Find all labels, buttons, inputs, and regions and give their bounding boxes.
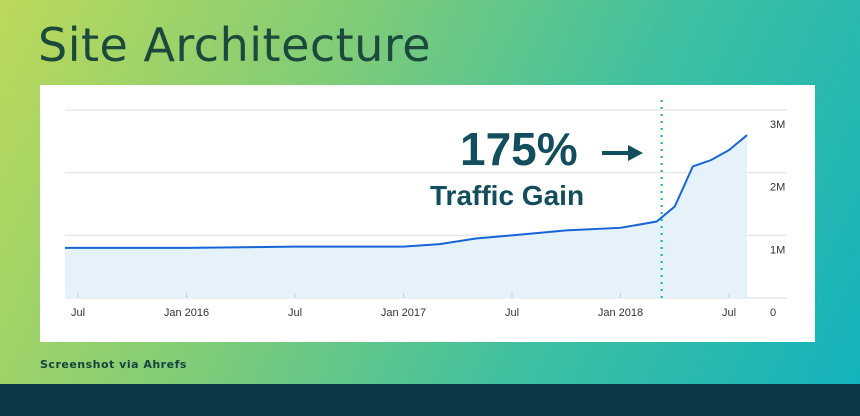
y-tick-label: 1M bbox=[770, 244, 785, 256]
x-tick-label: Jan 2016 bbox=[164, 307, 209, 319]
traffic-line bbox=[65, 134, 748, 249]
annotation-label: Traffic Gain bbox=[430, 180, 584, 211]
x-tick-label: Jan 2017 bbox=[381, 307, 426, 319]
x-tick-label: Jul bbox=[722, 307, 736, 319]
y-tick-label: 3M bbox=[770, 119, 785, 131]
arrow-right-icon bbox=[602, 145, 643, 161]
traffic-chart: 0 1M 2M 3M Jul Jan 2016 Jul Jan 2017 Jul Jan 2018… bbox=[65, 100, 787, 319]
page-title: Site Architecture bbox=[38, 18, 432, 72]
x-tick-label: Jul bbox=[505, 307, 519, 319]
x-tick-label: Jan 2018 bbox=[598, 307, 643, 319]
y-tick-label: 0 bbox=[770, 307, 776, 319]
y-tick-label: 2M bbox=[770, 182, 785, 194]
image-credit: Screenshot via Ahrefs bbox=[40, 358, 187, 371]
chart-panel: 0 1M 2M 3M Jul Jan 2016 Jul Jan 2017 Jul Jan 2018… bbox=[40, 85, 815, 342]
x-tick-label: Jul bbox=[71, 307, 85, 319]
annotation-value: 175% bbox=[460, 123, 578, 175]
traffic-area bbox=[65, 135, 748, 298]
x-tick-label: Jul bbox=[288, 307, 302, 319]
footer-bar bbox=[0, 384, 860, 416]
